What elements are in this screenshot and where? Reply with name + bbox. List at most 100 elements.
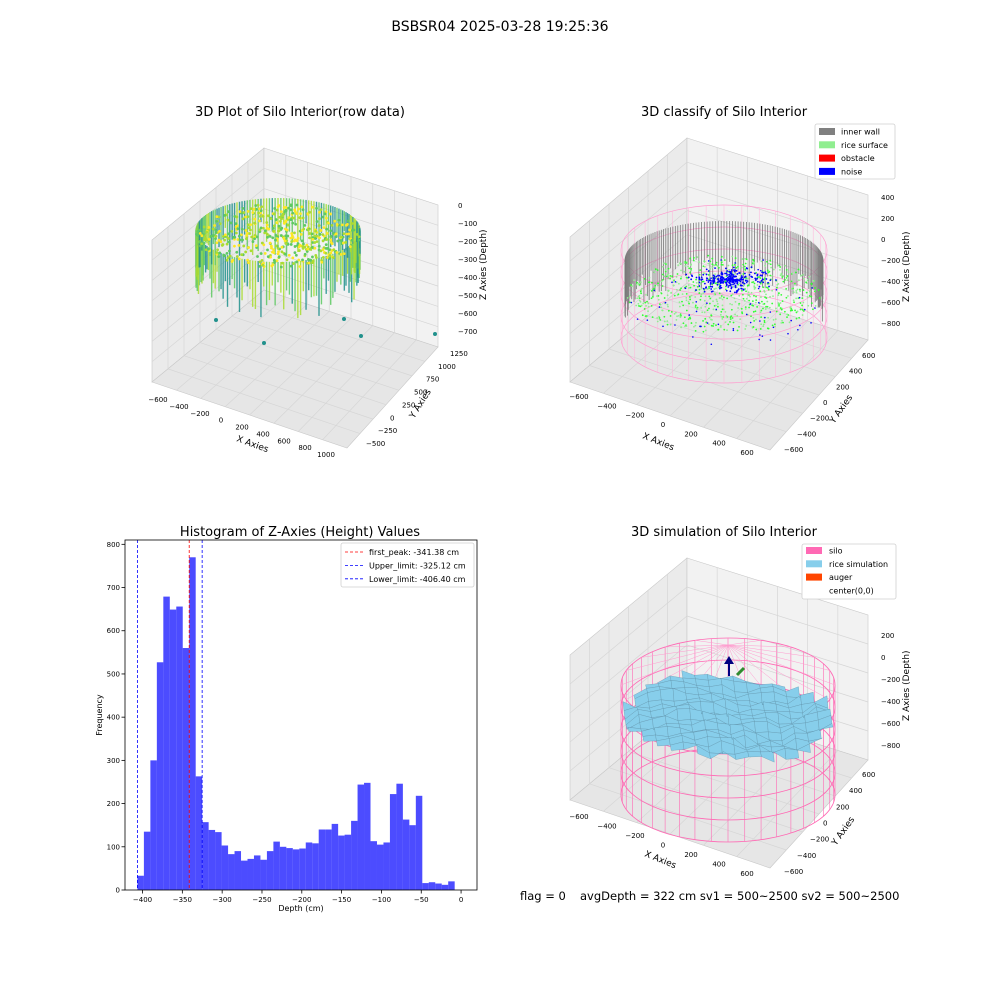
rice-surface-point (763, 302, 766, 305)
x-tick-label: −200 (292, 896, 311, 904)
roof-line (727, 644, 830, 700)
noise-point (730, 273, 733, 275)
z-tick-label: −400 (881, 698, 900, 706)
rice-surface-point (764, 264, 766, 267)
surface-point (226, 256, 230, 260)
rice-surface-point (660, 292, 663, 295)
rice-surface-point (731, 317, 734, 319)
noise-point (803, 308, 806, 311)
surface-point (311, 241, 315, 244)
rice-surface-point (694, 324, 697, 327)
rice-surface-point (784, 278, 786, 281)
rice-surface-point (814, 287, 817, 289)
surface-point (319, 208, 323, 212)
rice-surface-point (678, 301, 681, 304)
rice-surface-point (646, 300, 648, 303)
noise-point (745, 313, 748, 316)
rice-surface-point (716, 302, 719, 305)
histogram-bar (247, 858, 254, 890)
noise-point (733, 269, 735, 271)
noise-point (705, 273, 708, 276)
z-tick-label: −200 (881, 257, 900, 265)
surface-point (198, 232, 202, 235)
legend-swatch (819, 167, 835, 175)
noise-point (749, 303, 752, 305)
y-tick-label: 250 (402, 401, 415, 409)
noise-point (712, 274, 715, 277)
surface-point (265, 223, 269, 227)
rice-surface-point (635, 283, 638, 286)
rice-surface-point (654, 284, 657, 287)
rice-surface-point (699, 298, 702, 301)
rice-surface-point (714, 282, 717, 285)
x-tick-label: −600 (148, 396, 167, 404)
x-tick-label: −50 (414, 896, 429, 904)
surface-point (253, 237, 256, 241)
rice-surface-point (737, 265, 739, 268)
rice-surface-point (718, 297, 721, 299)
surface-cell (733, 681, 748, 693)
rice-surface-point (673, 294, 676, 297)
rice-surface-point (765, 293, 767, 296)
rice-surface-point (693, 325, 695, 328)
rice-surface-point (644, 301, 647, 304)
z-tick-label: −400 (458, 274, 477, 282)
surface-point (236, 238, 240, 241)
rice-surface-point (721, 308, 724, 311)
rice-surface-point (715, 298, 718, 301)
histogram-x-label: Depth (cm) (278, 904, 323, 913)
rice-surface-point (708, 307, 710, 310)
rice-surface-point (699, 283, 702, 285)
noise-point (745, 281, 748, 284)
noise-point (720, 259, 722, 261)
y-tick-label: 0 (823, 820, 827, 828)
rice-surface-point (657, 295, 660, 297)
rice-surface-point (755, 299, 758, 301)
rice-surface-point (730, 294, 733, 297)
histogram-bar (202, 822, 209, 890)
rice-surface-point (744, 328, 747, 330)
legend-label: auger (829, 573, 853, 582)
rice-surface-point (726, 297, 729, 300)
rice-surface-point (711, 263, 714, 266)
rice-surface-point (748, 299, 751, 302)
auger-marker (724, 656, 746, 677)
noise-point (727, 286, 730, 288)
surface-point (249, 249, 253, 253)
grid-line (199, 342, 387, 406)
rice-surface-point (712, 322, 715, 325)
rice-surface-point (653, 271, 656, 274)
x-tick-label: 200 (684, 851, 697, 859)
rice-surface-point (647, 302, 650, 305)
surface-point (272, 224, 276, 228)
rice-surface-point (724, 288, 727, 291)
rice-surface-point (797, 279, 800, 282)
x-tick-label: −600 (569, 393, 588, 401)
surface-point (248, 232, 252, 235)
noise-point (713, 278, 716, 281)
rice-surface-point (633, 279, 636, 281)
rice-surface-point (698, 288, 701, 291)
rice-surface-point (680, 263, 682, 265)
noise-point (717, 274, 719, 277)
surface-point (334, 235, 338, 239)
noise-point (744, 275, 747, 278)
y-tick-label: −200 (810, 836, 829, 844)
rice-surface-point (673, 279, 675, 282)
legend-label: Upper_limit: -325.12 cm (369, 561, 466, 570)
surface-point (240, 253, 244, 257)
panel2-point-cloud (620, 204, 828, 384)
grid-line (247, 302, 426, 362)
noise-point (730, 287, 733, 290)
rice-surface-point (680, 276, 683, 278)
rice-surface-point (680, 269, 682, 272)
surface-point (213, 224, 216, 227)
surface-point (279, 210, 283, 214)
surface-cell (660, 688, 675, 702)
y-tick-label: 750 (426, 376, 439, 384)
rice-surface-point (689, 271, 692, 274)
histogram-bars (137, 557, 455, 890)
noise-point (736, 289, 739, 292)
surface-point (284, 237, 288, 240)
surface-point (311, 261, 314, 265)
